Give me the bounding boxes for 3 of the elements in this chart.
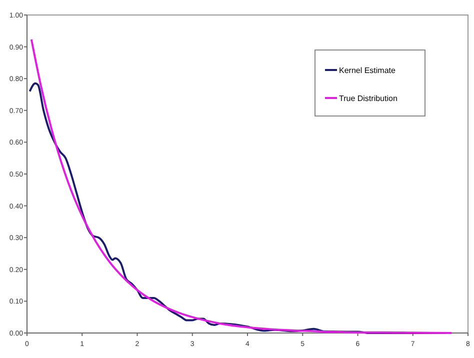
line-series	[30, 38, 452, 334]
legend-label: True Distribution	[339, 94, 398, 103]
legend-label: Kernel Estimate	[339, 66, 396, 75]
